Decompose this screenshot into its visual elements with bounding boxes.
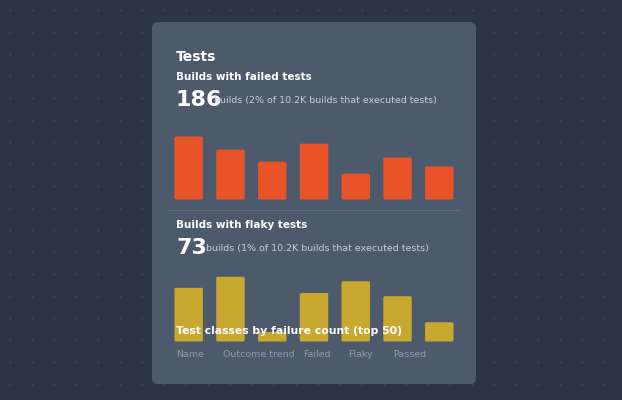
Text: Builds with flaky tests: Builds with flaky tests [176,220,307,230]
FancyBboxPatch shape [300,144,328,200]
FancyBboxPatch shape [341,281,370,342]
FancyBboxPatch shape [175,288,203,342]
FancyBboxPatch shape [175,136,203,200]
FancyBboxPatch shape [258,162,287,200]
FancyBboxPatch shape [383,158,412,200]
FancyBboxPatch shape [152,22,476,384]
Text: Failed: Failed [303,350,330,359]
Text: Test classes by failure count (top 50): Test classes by failure count (top 50) [176,326,402,336]
FancyBboxPatch shape [383,296,412,342]
FancyBboxPatch shape [216,277,244,342]
FancyBboxPatch shape [425,322,453,342]
Text: 186: 186 [176,90,223,110]
Text: Builds with failed tests: Builds with failed tests [176,72,312,82]
FancyBboxPatch shape [341,174,370,200]
FancyBboxPatch shape [425,166,453,200]
Text: builds (2% of 10.2K builds that executed tests): builds (2% of 10.2K builds that executed… [214,96,437,105]
FancyBboxPatch shape [300,293,328,342]
FancyBboxPatch shape [216,150,244,200]
Text: Name: Name [176,350,204,359]
Text: Passed: Passed [393,350,426,359]
Text: Tests: Tests [176,50,216,64]
Text: Outcome trend: Outcome trend [223,350,295,359]
Text: Flaky: Flaky [348,350,373,359]
Text: 73: 73 [176,238,207,258]
Text: builds (1% of 10.2K builds that executed tests): builds (1% of 10.2K builds that executed… [206,244,429,253]
FancyBboxPatch shape [258,332,287,342]
